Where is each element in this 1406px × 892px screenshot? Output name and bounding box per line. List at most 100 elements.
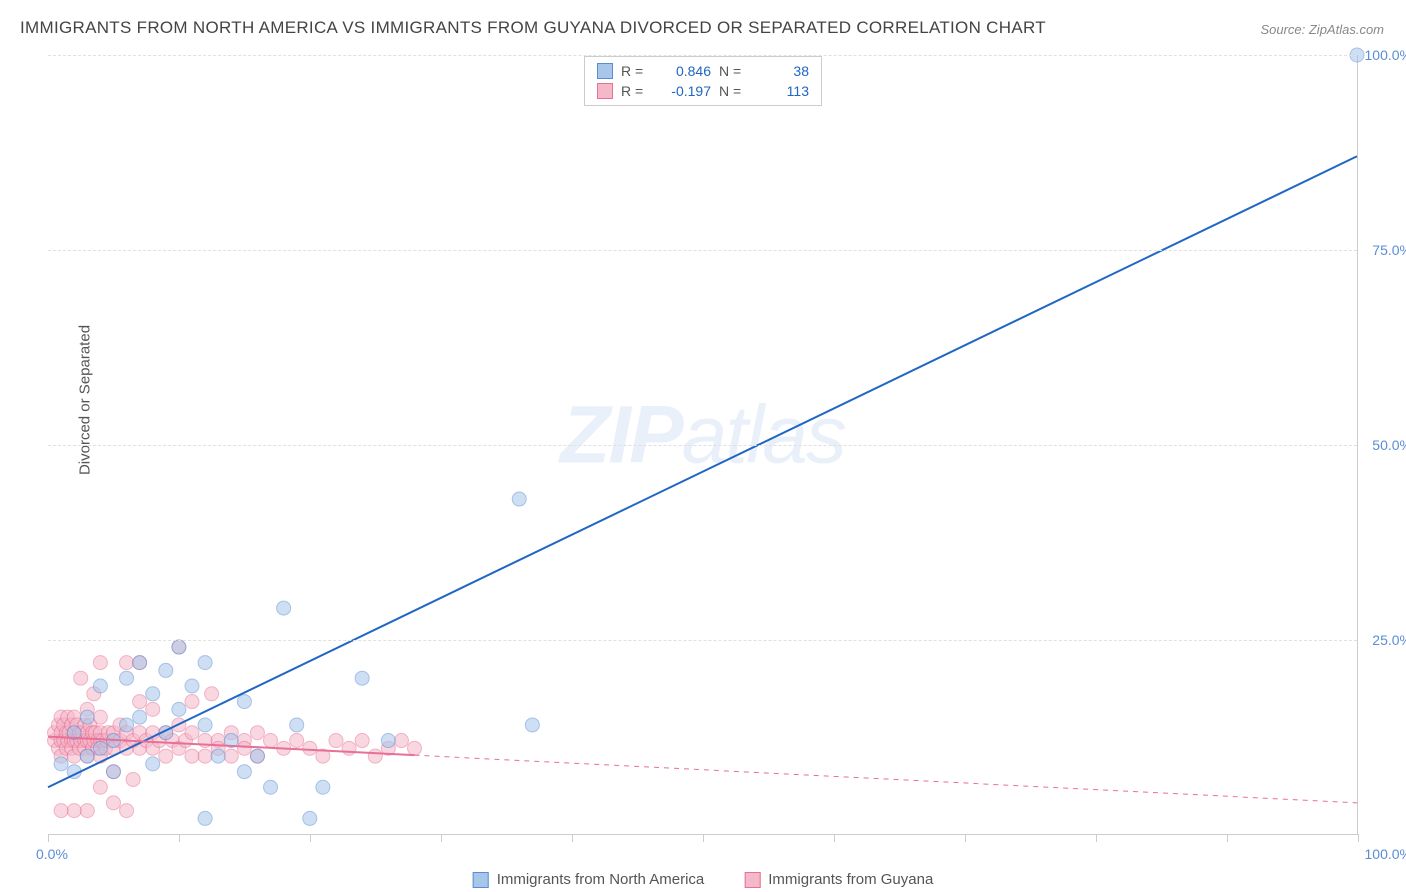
scatter-point xyxy=(133,695,147,709)
scatter-point xyxy=(355,671,369,685)
scatter-point xyxy=(303,741,317,755)
legend-item: Immigrants from North America xyxy=(473,871,705,888)
y-tick-label: 50.0% xyxy=(1372,437,1406,453)
scatter-point xyxy=(250,726,264,740)
scatter-point xyxy=(303,811,317,825)
scatter-point xyxy=(106,765,120,779)
scatter-point xyxy=(93,710,107,724)
x-tick-label: 0.0% xyxy=(36,846,68,862)
y-tick-label: 75.0% xyxy=(1372,242,1406,258)
scatter-point xyxy=(146,757,160,771)
scatter-point xyxy=(93,741,107,755)
scatter-point xyxy=(106,796,120,810)
x-tick xyxy=(965,834,966,842)
scatter-point xyxy=(133,656,147,670)
scatter-point xyxy=(290,734,304,748)
scatter-point xyxy=(146,687,160,701)
legend-row: R = -0.197 N = 113 xyxy=(597,81,809,101)
scatter-point xyxy=(512,492,526,506)
scatter-point xyxy=(525,718,539,732)
scatter-point xyxy=(224,749,238,763)
scatter-point xyxy=(316,780,330,794)
scatter-point xyxy=(198,718,212,732)
scatter-point xyxy=(264,780,278,794)
legend-item-label: Immigrants from North America xyxy=(497,871,705,888)
legend-item: Immigrants from Guyana xyxy=(744,871,933,888)
correlation-legend: R = 0.846 N = 38 R = -0.197 N = 113 xyxy=(584,56,822,106)
gridline xyxy=(48,250,1357,251)
x-tick xyxy=(48,834,49,842)
chart-title: IMMIGRANTS FROM NORTH AMERICA VS IMMIGRA… xyxy=(20,18,1046,38)
x-tick xyxy=(572,834,573,842)
scatter-point xyxy=(205,687,219,701)
scatter-point xyxy=(185,695,199,709)
x-tick xyxy=(310,834,311,842)
scatter-point xyxy=(198,749,212,763)
x-tick xyxy=(834,834,835,842)
scatter-point xyxy=(237,765,251,779)
series-swatch xyxy=(473,872,489,888)
scatter-point xyxy=(237,695,251,709)
y-tick-label: 25.0% xyxy=(1372,632,1406,648)
series-legend: Immigrants from North America Immigrants… xyxy=(473,871,934,888)
scatter-point xyxy=(120,718,134,732)
scatter-point xyxy=(277,601,291,615)
scatter-point xyxy=(172,640,186,654)
scatter-point xyxy=(133,710,147,724)
x-tick xyxy=(703,834,704,842)
scatter-point xyxy=(159,663,173,677)
scatter-point xyxy=(93,780,107,794)
scatter-point xyxy=(394,734,408,748)
scatter-point xyxy=(74,671,88,685)
regression-line-dashed xyxy=(415,755,1357,803)
scatter-point xyxy=(264,734,278,748)
r-value: 0.846 xyxy=(657,63,711,79)
scatter-point xyxy=(185,679,199,693)
scatter-point xyxy=(342,741,356,755)
chart-container: IMMIGRANTS FROM NORTH AMERICA VS IMMIGRA… xyxy=(0,0,1406,892)
x-tick xyxy=(1358,834,1359,842)
n-label: N = xyxy=(719,63,747,79)
series-swatch xyxy=(597,83,613,99)
scatter-point xyxy=(80,749,94,763)
scatter-point xyxy=(93,656,107,670)
plot-area: ZIPatlas 25.0%50.0%75.0%100.0%0.0%100.0% xyxy=(48,55,1358,835)
series-swatch xyxy=(744,872,760,888)
scatter-point xyxy=(54,757,68,771)
scatter-point xyxy=(54,804,68,818)
scatter-point xyxy=(185,749,199,763)
n-value: 113 xyxy=(755,83,809,99)
scatter-point xyxy=(211,749,225,763)
scatter-point xyxy=(146,702,160,716)
scatter-point xyxy=(368,749,382,763)
x-tick xyxy=(1227,834,1228,842)
scatter-point xyxy=(198,811,212,825)
x-tick xyxy=(179,834,180,842)
scatter-point xyxy=(126,772,140,786)
scatter-point xyxy=(237,741,251,755)
legend-row: R = 0.846 N = 38 xyxy=(597,61,809,81)
scatter-point xyxy=(355,734,369,748)
scatter-point xyxy=(120,656,134,670)
scatter-point xyxy=(80,804,94,818)
series-swatch xyxy=(597,63,613,79)
r-label: R = xyxy=(621,83,649,99)
n-label: N = xyxy=(719,83,747,99)
gridline xyxy=(48,640,1357,641)
scatter-point xyxy=(172,702,186,716)
scatter-point xyxy=(250,749,264,763)
scatter-point xyxy=(120,671,134,685)
y-tick-label: 100.0% xyxy=(1365,47,1406,63)
scatter-point xyxy=(329,734,343,748)
scatter-point xyxy=(198,656,212,670)
scatter-point xyxy=(159,749,173,763)
x-tick xyxy=(1096,834,1097,842)
x-tick xyxy=(441,834,442,842)
scatter-point xyxy=(67,804,81,818)
scatter-point xyxy=(408,741,422,755)
r-label: R = xyxy=(621,63,649,79)
r-value: -0.197 xyxy=(657,83,711,99)
x-tick-label: 100.0% xyxy=(1365,846,1406,862)
scatter-point xyxy=(93,679,107,693)
n-value: 38 xyxy=(755,63,809,79)
